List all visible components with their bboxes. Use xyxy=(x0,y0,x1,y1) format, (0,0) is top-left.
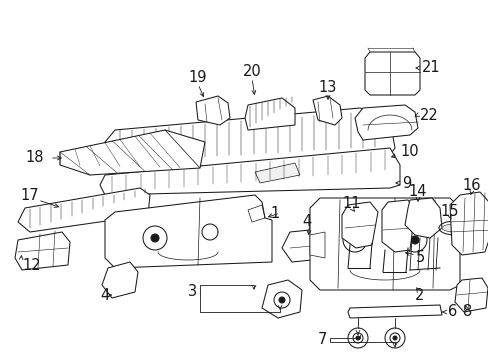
Polygon shape xyxy=(381,200,414,252)
Circle shape xyxy=(355,336,359,340)
Polygon shape xyxy=(347,305,441,318)
Polygon shape xyxy=(341,202,377,248)
Polygon shape xyxy=(449,192,488,255)
Text: 20: 20 xyxy=(242,64,261,80)
Text: 19: 19 xyxy=(188,71,207,85)
Polygon shape xyxy=(18,188,150,232)
Polygon shape xyxy=(100,148,399,195)
Polygon shape xyxy=(60,130,204,175)
Text: 13: 13 xyxy=(318,81,337,95)
Text: 7: 7 xyxy=(317,333,326,347)
Circle shape xyxy=(392,336,396,340)
Polygon shape xyxy=(404,198,441,238)
Circle shape xyxy=(279,297,285,303)
Polygon shape xyxy=(15,232,70,270)
Polygon shape xyxy=(102,262,138,298)
Text: 10: 10 xyxy=(399,144,418,159)
Polygon shape xyxy=(100,108,394,168)
Text: 4: 4 xyxy=(100,288,109,302)
Text: 22: 22 xyxy=(419,108,438,122)
Circle shape xyxy=(350,236,358,244)
Text: 8: 8 xyxy=(463,305,472,320)
Text: 12: 12 xyxy=(22,257,41,273)
Text: 3: 3 xyxy=(187,284,197,300)
Polygon shape xyxy=(196,96,229,125)
Polygon shape xyxy=(354,105,417,140)
Text: 17: 17 xyxy=(20,188,39,202)
Polygon shape xyxy=(105,195,271,268)
Polygon shape xyxy=(244,98,294,130)
Text: 6: 6 xyxy=(447,305,456,320)
Polygon shape xyxy=(364,52,419,95)
Text: 16: 16 xyxy=(462,177,480,193)
Text: 5: 5 xyxy=(414,251,424,266)
Polygon shape xyxy=(254,163,299,183)
Text: 15: 15 xyxy=(440,204,458,220)
Polygon shape xyxy=(309,232,325,258)
Polygon shape xyxy=(312,96,341,125)
Text: 9: 9 xyxy=(401,175,410,190)
Text: 14: 14 xyxy=(408,184,427,199)
Polygon shape xyxy=(262,280,302,318)
Polygon shape xyxy=(309,198,459,290)
Text: 11: 11 xyxy=(342,195,361,211)
Text: 4: 4 xyxy=(302,215,311,230)
Polygon shape xyxy=(282,228,337,262)
Ellipse shape xyxy=(441,224,467,232)
Text: 18: 18 xyxy=(26,150,44,166)
Text: 21: 21 xyxy=(421,60,440,76)
Text: 1: 1 xyxy=(270,206,279,220)
Text: 2: 2 xyxy=(414,288,424,302)
Polygon shape xyxy=(454,278,487,312)
Circle shape xyxy=(151,234,159,242)
Circle shape xyxy=(410,236,418,244)
